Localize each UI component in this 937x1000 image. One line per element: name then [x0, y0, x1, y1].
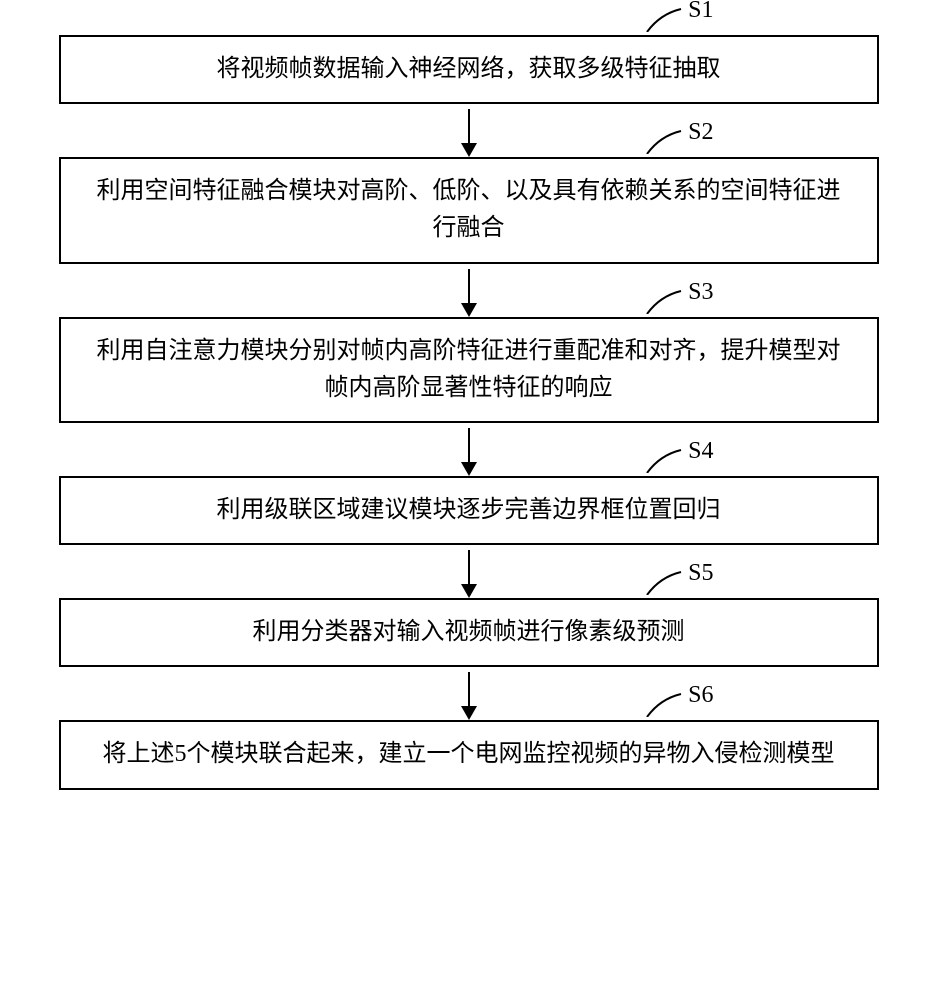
arrow-s5-s6: [468, 667, 470, 720]
step-text: 利用分类器对输入视频帧进行像素级预测: [253, 614, 685, 651]
label-text: S4: [688, 438, 713, 465]
label-text: S1: [688, 0, 713, 24]
step-wrapper-s3: S3 利用自注意力模块分别对帧内高阶特征进行重配准和对齐，提升模型对帧内高阶显著…: [59, 317, 879, 423]
step-wrapper-s6: S6 将上述5个模块联合起来，建立一个电网监控视频的异物入侵检测模型: [59, 720, 879, 789]
label-curve-icon: [645, 6, 683, 32]
step-text: 将视频帧数据输入神经网络，获取多级特征抽取: [217, 51, 721, 88]
label-text: S2: [688, 119, 713, 146]
arrow-head-icon: [461, 584, 477, 598]
arrow-head-icon: [461, 143, 477, 157]
arrow-s3-s4: [468, 423, 470, 476]
step-wrapper-s5: S5 利用分类器对输入视频帧进行像素级预测: [59, 598, 879, 667]
label-text: S3: [688, 279, 713, 306]
step-label-s1: S1: [645, 5, 713, 32]
step-text: 利用自注意力模块分别对帧内高阶特征进行重配准和对齐，提升模型对帧内高阶显著性特征…: [91, 333, 847, 407]
arrow-head-icon: [461, 303, 477, 317]
arrow-s1-s2: [468, 104, 470, 157]
step-text: 将上述5个模块联合起来，建立一个电网监控视频的异物入侵检测模型: [103, 736, 835, 773]
step-wrapper-s2: S2 利用空间特征融合模块对高阶、低阶、以及具有依赖关系的空间特征进行融合: [59, 157, 879, 263]
arrow-s2-s3: [468, 264, 470, 317]
step-block-s6: 将上述5个模块联合起来，建立一个电网监控视频的异物入侵检测模型: [59, 720, 879, 789]
step-text: 利用空间特征融合模块对高阶、低阶、以及具有依赖关系的空间特征进行融合: [91, 173, 847, 247]
step-block-s5: 利用分类器对输入视频帧进行像素级预测: [59, 598, 879, 667]
arrow-s4-s5: [468, 545, 470, 598]
arrow-head-icon: [461, 706, 477, 720]
label-text: S6: [688, 682, 713, 709]
label-curve-icon: [645, 128, 683, 154]
step-wrapper-s4: S4 利用级联区域建议模块逐步完善边界框位置回归: [59, 476, 879, 545]
flowchart-container: S1 将视频帧数据输入神经网络，获取多级特征抽取 S2 利用空间特征融合模块对高…: [0, 35, 937, 790]
step-wrapper-s1: S1 将视频帧数据输入神经网络，获取多级特征抽取: [59, 35, 879, 104]
label-curve-icon: [645, 569, 683, 595]
step-block-s3: 利用自注意力模块分别对帧内高阶特征进行重配准和对齐，提升模型对帧内高阶显著性特征…: [59, 317, 879, 423]
step-label-s2: S2: [645, 127, 713, 154]
step-block-s1: 将视频帧数据输入神经网络，获取多级特征抽取: [59, 35, 879, 104]
label-text: S5: [688, 560, 713, 587]
step-label-s4: S4: [645, 446, 713, 473]
step-block-s4: 利用级联区域建议模块逐步完善边界框位置回归: [59, 476, 879, 545]
arrow-head-icon: [461, 462, 477, 476]
label-curve-icon: [645, 447, 683, 473]
step-label-s6: S6: [645, 690, 713, 717]
step-label-s5: S5: [645, 568, 713, 595]
step-block-s2: 利用空间特征融合模块对高阶、低阶、以及具有依赖关系的空间特征进行融合: [59, 157, 879, 263]
label-curve-icon: [645, 691, 683, 717]
label-curve-icon: [645, 288, 683, 314]
step-label-s3: S3: [645, 287, 713, 314]
step-text: 利用级联区域建议模块逐步完善边界框位置回归: [217, 492, 721, 529]
